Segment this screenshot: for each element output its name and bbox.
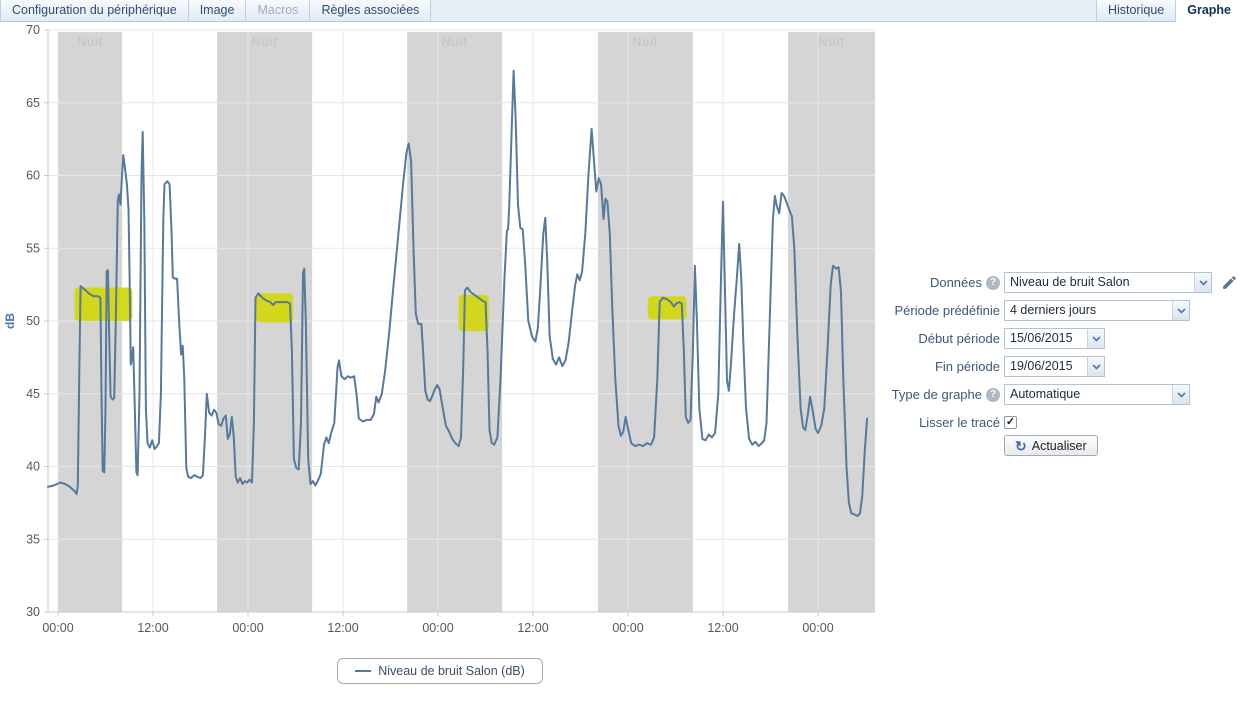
x-tick-label: 00:00 xyxy=(42,621,73,635)
highlight-patch xyxy=(458,294,489,332)
chevron-down-icon[interactable] xyxy=(1087,357,1104,376)
refresh-icon: ↻ xyxy=(1015,437,1027,454)
noise-level-chart: Nuit Nuit Nuit Nuit Nuit 30 35 40 45 50 55 60 65 70 00… xyxy=(3,23,875,635)
row-fin-periode: Fin période 19/06/2015 xyxy=(788,356,1105,377)
tab-configuration-du-peripherique[interactable]: Configuration du périphérique xyxy=(0,0,189,21)
type-de-graphe-select[interactable]: Automatique xyxy=(1004,384,1190,405)
debut-periode-select[interactable]: 15/06/2015 xyxy=(1004,328,1105,349)
row-debut-periode: Début période 15/06/2015 xyxy=(788,328,1105,349)
x-tick-label: 12:00 xyxy=(327,621,358,635)
type-de-graphe-value: Automatique xyxy=(1010,387,1081,401)
y-tick-label: 45 xyxy=(26,387,40,401)
fin-periode-value: 19/06/2015 xyxy=(1010,359,1073,373)
row-donnees: Données ? Niveau de bruit Salon xyxy=(788,272,1238,293)
periode-predefinie-value: 4 derniers jours xyxy=(1010,303,1097,317)
chevron-down-icon[interactable] xyxy=(1172,301,1189,320)
y-tick-label: 50 xyxy=(26,314,40,328)
actualiser-button[interactable]: ↻ Actualiser xyxy=(1004,435,1098,456)
fin-periode-select[interactable]: 19/06/2015 xyxy=(1004,356,1105,377)
help-icon[interactable]: ? xyxy=(986,387,1000,402)
tab-image[interactable]: Image xyxy=(188,0,247,21)
y-tick-label: 35 xyxy=(26,532,40,546)
night-band-label: Nuit xyxy=(442,35,468,49)
row-periode-predefinie: Période prédéfinie 4 derniers jours xyxy=(788,300,1190,321)
tab-bar-spacer xyxy=(431,0,1096,21)
night-band-label: Nuit xyxy=(818,35,844,49)
x-tick-label: 00:00 xyxy=(232,621,263,635)
x-tick-label: 12:00 xyxy=(517,621,548,635)
tab-graphe[interactable]: Graphe xyxy=(1176,0,1242,22)
y-tick-label: 65 xyxy=(26,96,40,110)
noise-level-line xyxy=(47,69,869,517)
row-actualiser: ↻ Actualiser xyxy=(788,435,1098,456)
x-tick-label: 00:00 xyxy=(422,621,453,635)
actualiser-button-label: Actualiser xyxy=(1031,438,1087,453)
periode-predefinie-select[interactable]: 4 derniers jours xyxy=(1004,300,1190,321)
chevron-down-icon[interactable] xyxy=(1172,385,1189,404)
row-type-de-graphe: Type de graphe ? Automatique xyxy=(788,384,1190,405)
lisser-le-trace-checkbox[interactable]: ✓ xyxy=(1004,416,1017,429)
chart-legend: Niveau de bruit Salon (dB) xyxy=(337,658,543,684)
x-tick-label: 12:00 xyxy=(137,621,168,635)
x-tick-label: 00:00 xyxy=(612,621,643,635)
x-tick-label: 00:00 xyxy=(802,621,833,635)
donnees-select[interactable]: Niveau de bruit Salon xyxy=(1004,272,1212,293)
lisser-le-trace-label: Lisser le tracé xyxy=(919,415,1000,430)
y-tick-label: 55 xyxy=(26,241,40,255)
highlight-patch xyxy=(74,287,133,321)
y-tick-label: 30 xyxy=(26,605,40,619)
edit-pencil-icon[interactable] xyxy=(1221,274,1238,291)
donnees-label: Données ? xyxy=(788,275,1000,290)
highlight-patch xyxy=(647,296,687,320)
fin-periode-label: Fin période xyxy=(934,359,1000,374)
row-lisser-le-trace: Lisser le tracé ✓ xyxy=(788,415,1017,430)
legend-line-swatch xyxy=(355,670,372,672)
night-band xyxy=(787,32,875,612)
debut-periode-label: Début période xyxy=(918,331,1000,346)
night-band-label: Nuit xyxy=(77,35,103,49)
type-de-graphe-label: Type de graphe ? xyxy=(788,387,1000,402)
night-band-label: Nuit xyxy=(632,35,658,49)
chevron-down-icon[interactable] xyxy=(1194,273,1211,292)
help-icon[interactable]: ? xyxy=(986,275,1000,290)
y-tick-label: 70 xyxy=(26,23,40,37)
tab-bar: Configuration du périphérique Image Macr… xyxy=(0,0,1242,22)
tab-regles-associees[interactable]: Règles associées xyxy=(310,0,432,21)
tab-historique[interactable]: Historique xyxy=(1095,0,1177,21)
periode-predefinie-label: Période prédéfinie xyxy=(894,303,1000,318)
night-band-label: Nuit xyxy=(252,35,278,49)
donnees-select-value: Niveau de bruit Salon xyxy=(1010,275,1130,289)
chevron-down-icon[interactable] xyxy=(1087,329,1104,348)
y-tick-label: 60 xyxy=(26,169,40,183)
tab-macros: Macros xyxy=(246,0,311,21)
x-tick-label: 12:00 xyxy=(707,621,738,635)
y-tick-label: 40 xyxy=(26,460,40,474)
legend-series-label: Niveau de bruit Salon (dB) xyxy=(378,664,525,678)
y-axis-title: dB xyxy=(3,313,17,329)
debut-periode-value: 15/06/2015 xyxy=(1010,331,1073,345)
night-band xyxy=(58,32,123,612)
